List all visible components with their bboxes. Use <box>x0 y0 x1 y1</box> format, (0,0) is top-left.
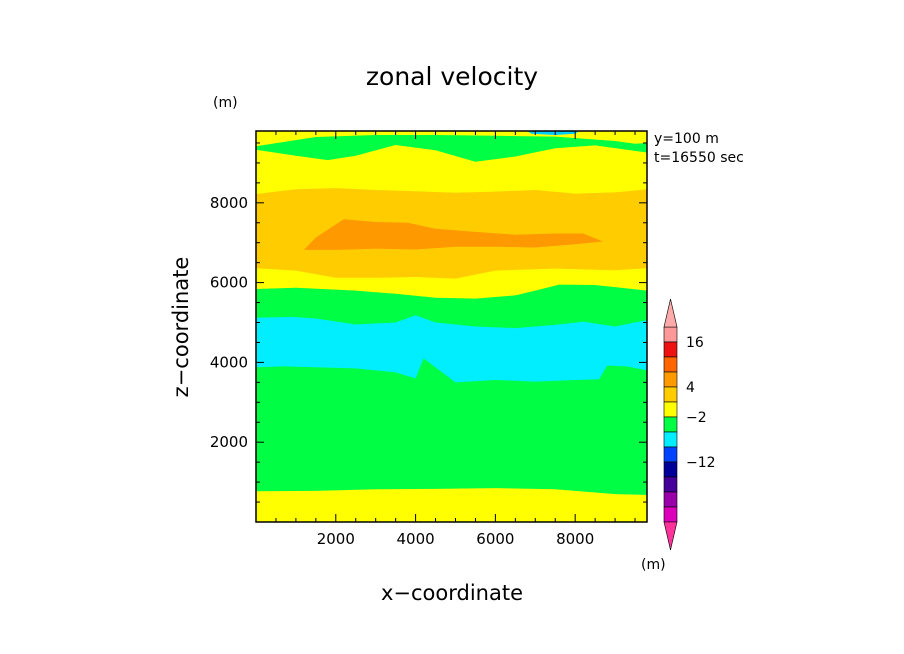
x-tick-label: 6000 <box>476 530 514 548</box>
x-tick-label: 2000 <box>317 530 355 548</box>
colorbar-segment <box>663 386 678 403</box>
colorbar-segment <box>663 416 678 433</box>
colorbar-segment <box>663 461 678 478</box>
colorbar-segment <box>663 341 678 358</box>
colorbar-segment <box>663 431 678 448</box>
y-unit-label: (m) <box>213 95 238 111</box>
band-cyan <box>256 315 647 383</box>
colorbar-segment <box>663 491 678 508</box>
x-tick-label: 4000 <box>396 530 434 548</box>
y-tick-label: 6000 <box>210 274 248 292</box>
colorbar-segment <box>663 476 678 493</box>
colorbar <box>663 298 678 551</box>
colorbar-tick-label: 4 <box>686 380 695 396</box>
colorbar-labels: 16 4 −2 −12 <box>686 335 716 471</box>
info-y-label: y=100 m <box>654 131 719 147</box>
chart-title: zonal velocity <box>366 62 538 91</box>
band-orange-core <box>303 219 604 250</box>
x-tick-labels: 2000 4000 6000 8000 <box>317 530 595 548</box>
colorbar-segment <box>663 506 678 523</box>
colorbar-segment <box>663 326 678 343</box>
contour-fill-layer <box>256 131 647 522</box>
y-tick-label: 4000 <box>210 353 248 371</box>
plot-frame <box>255 130 648 523</box>
y-tick-label: 8000 <box>210 194 248 212</box>
y-axis-label: z−coordinate <box>169 257 193 398</box>
y-tick-label: 2000 <box>210 433 248 451</box>
band-top-cyan-patch <box>527 131 580 135</box>
x-unit-label: (m) <box>641 557 666 573</box>
colorbar-low-extend <box>663 521 678 551</box>
colorbar-segment <box>663 401 678 418</box>
colorbar-tick-label: −12 <box>686 455 716 471</box>
y-tick-labels: 2000 4000 6000 8000 <box>210 194 248 451</box>
colorbar-tick-label: −2 <box>686 410 707 426</box>
colorbar-segment <box>663 356 678 373</box>
colorbar-high-extend <box>663 298 678 328</box>
colorbar-segment <box>663 371 678 388</box>
band-bottom-yellow <box>256 488 647 522</box>
x-axis-label: x−coordinate <box>381 581 523 605</box>
colorbar-tick-label: 16 <box>686 335 704 351</box>
x-tick-label: 8000 <box>556 530 594 548</box>
colorbar-segment <box>663 446 678 463</box>
info-t-label: t=16550 sec <box>654 150 744 166</box>
band-top-yellow <box>256 131 647 147</box>
